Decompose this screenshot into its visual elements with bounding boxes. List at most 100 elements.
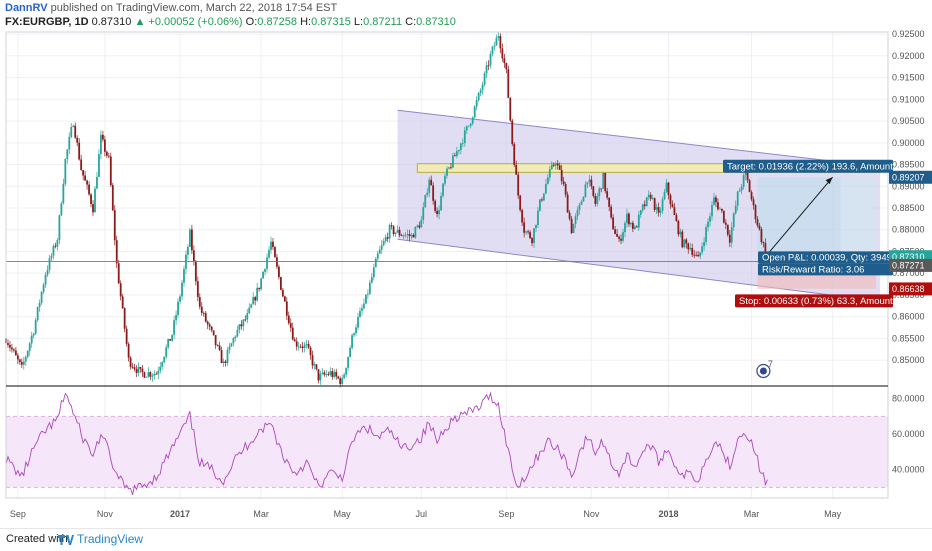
rsi-axis[interactable]: 80.0000 60.0000 40.0000: [892, 394, 925, 475]
candle: [558, 162, 561, 170]
candle-body: [121, 296, 124, 309]
candle: [80, 154, 83, 171]
candle-body: [42, 284, 45, 292]
candle-body: [762, 242, 765, 244]
candle: [161, 360, 164, 370]
candle-body: [102, 134, 104, 140]
candle: [22, 356, 25, 370]
candle: [151, 373, 154, 382]
target-label-bg: [723, 159, 893, 173]
candle-body: [109, 156, 112, 186]
candle-body: [303, 344, 306, 348]
candle: [635, 225, 638, 228]
candle-body: [404, 234, 407, 236]
candle: [424, 194, 427, 209]
candle: [493, 41, 496, 51]
candle: [226, 347, 229, 366]
chart-canvas[interactable]: 0.92500 0.92000 0.91500 0.91000 0.90500 0.900…: [0, 0, 932, 528]
tradingview-brand[interactable]: TradingView: [77, 532, 144, 546]
candle: [736, 190, 739, 211]
candle: [365, 294, 367, 305]
candle: [60, 201, 63, 217]
candle: [503, 53, 506, 68]
candle: [695, 251, 698, 257]
candle: [495, 34, 498, 46]
candle-body: [663, 191, 666, 200]
candle-body: [105, 151, 108, 156]
candle-body: [226, 349, 229, 363]
time-axis[interactable]: Sep Nov 2017 Mar May Jul Sep Nov 2018 Mar May: [10, 509, 842, 519]
candle-body: [600, 188, 603, 190]
candle: [258, 287, 261, 292]
candle: [452, 152, 454, 169]
price-badge-bg: [889, 258, 932, 272]
candle: [596, 192, 599, 207]
candle-body: [190, 229, 193, 251]
risk-reward-label-text: Risk/Reward Ratio: 3.06: [762, 265, 864, 276]
candle-body: [398, 229, 401, 236]
event-marker[interactable]: 7: [756, 359, 773, 379]
candle: [202, 311, 205, 317]
candle: [279, 276, 282, 291]
price-tick-label: 0.89000: [892, 181, 925, 191]
candle-body: [493, 45, 496, 47]
time-tick-label: Nov: [583, 509, 600, 519]
candle: [416, 224, 419, 229]
created-with-text: Created with: [6, 533, 68, 545]
candle: [641, 203, 644, 213]
candle-body: [325, 374, 328, 376]
candle: [117, 259, 120, 285]
candle: [194, 260, 197, 286]
price-tick-label: 0.90500: [892, 116, 925, 126]
candle-body: [22, 361, 25, 365]
candle: [321, 368, 324, 375]
candle: [214, 334, 217, 349]
candle: [315, 364, 318, 371]
candle: [303, 342, 306, 353]
candle-body: [535, 224, 537, 229]
candle-body: [483, 73, 486, 85]
candle-body: [475, 100, 478, 107]
candle-body: [268, 249, 270, 258]
candle: [335, 368, 338, 380]
candle-body: [238, 324, 241, 330]
candle: [713, 192, 715, 206]
candle-body: [220, 350, 223, 364]
candle-body: [675, 215, 678, 221]
candle-body: [495, 37, 498, 46]
candle: [533, 228, 535, 249]
price-axis[interactable]: 0.92500 0.92000 0.91500 0.91000 0.90500 0.900…: [892, 29, 925, 365]
candle: [639, 209, 642, 219]
candle-body: [70, 126, 73, 137]
candle: [281, 288, 284, 298]
candle: [40, 291, 43, 306]
candle: [42, 282, 45, 295]
candle-body: [145, 376, 148, 378]
candle-body: [576, 210, 579, 217]
author-link[interactable]: DannRV: [5, 2, 48, 14]
price-tick-label: 0.92500: [892, 29, 925, 39]
candle-body: [246, 313, 249, 320]
candle-body: [62, 183, 65, 204]
candle: [376, 250, 379, 262]
symbol-label[interactable]: FX:EURGBP, 1D: [5, 16, 89, 28]
candle: [94, 185, 96, 213]
candle-body: [34, 320, 37, 334]
candle-body: [74, 125, 77, 138]
candle: [254, 295, 257, 306]
candle-body: [321, 372, 324, 374]
candle-body: [388, 225, 391, 239]
candle: [181, 279, 183, 301]
candle: [717, 198, 719, 211]
candle: [720, 208, 723, 214]
candle: [82, 170, 85, 181]
candle-body: [353, 333, 355, 336]
candle: [552, 162, 555, 168]
candle: [234, 335, 237, 342]
candle-body: [333, 371, 336, 377]
candle: [317, 369, 320, 384]
candle-body: [196, 281, 199, 297]
candle: [410, 232, 413, 240]
candle-body: [572, 224, 575, 234]
candle-body: [450, 167, 452, 169]
